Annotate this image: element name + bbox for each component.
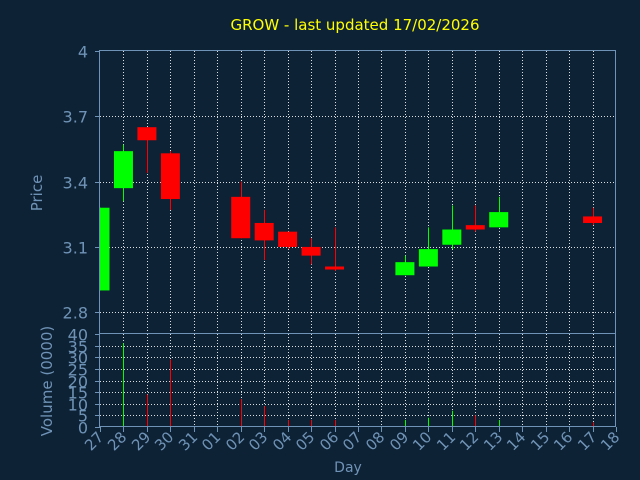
volume-gridlines	[100, 334, 616, 427]
candle-body	[254, 222, 274, 241]
price-tick-label: 3.7	[63, 108, 88, 127]
volume-tick-label: 10	[68, 396, 88, 415]
day-x-ticks: 2728293031010203040506070809101112131415…	[81, 427, 623, 454]
candle-body	[418, 249, 438, 267]
candle	[395, 255, 415, 276]
candle-body	[301, 246, 321, 256]
price-tick-label: 3.4	[63, 174, 88, 193]
candle	[137, 127, 157, 173]
candle-body	[137, 127, 157, 141]
candle	[465, 205, 485, 232]
candle	[160, 151, 180, 210]
candle	[100, 207, 110, 291]
candle	[418, 227, 438, 267]
candle-body	[442, 229, 462, 245]
volume-tick-label: 35	[68, 338, 88, 357]
price-axis-label: Price	[28, 175, 46, 212]
volume-tick-label: 25	[68, 361, 88, 380]
candle-body	[113, 151, 133, 189]
volume-bars	[123, 343, 594, 427]
candle	[489, 196, 509, 228]
candle	[583, 207, 603, 226]
volume-tick-label: 20	[68, 373, 88, 392]
candle	[113, 144, 133, 202]
price-candles	[100, 127, 603, 291]
candle	[278, 231, 298, 250]
candle-body	[160, 153, 180, 200]
volume-tick-label: 30	[68, 349, 88, 368]
volume-tick-label: 5	[78, 407, 88, 426]
volume-axis-label: Volume (0000)	[38, 326, 56, 436]
chart-title: GROW - last updated 17/02/2026	[230, 16, 479, 34]
candle-body	[583, 216, 603, 223]
price-tick-label: 2.8	[63, 304, 88, 323]
price-tick-label: 3.1	[63, 239, 88, 258]
volume-tick-label: 40	[68, 326, 88, 345]
price-gridlines	[100, 51, 616, 334]
candle-body	[465, 225, 485, 230]
candle-body	[489, 212, 509, 228]
day-axis-label: Day	[334, 460, 362, 476]
price-tick-label: 4	[78, 43, 88, 62]
candle	[231, 181, 251, 239]
candle-body	[395, 262, 415, 276]
volume-tick-label: 0	[78, 419, 88, 438]
volume-plot-frame	[99, 333, 616, 427]
candle-body	[278, 231, 298, 247]
candle	[325, 227, 345, 271]
volume-tick-label: 15	[68, 384, 88, 403]
candle	[301, 238, 321, 265]
candle	[254, 209, 274, 260]
candle	[442, 205, 462, 250]
candle-body	[325, 266, 345, 270]
candle-body	[100, 207, 110, 291]
price-y-ticks: 4 3.7 3.4 3.1 2.8	[63, 43, 100, 323]
candle-body	[231, 196, 251, 239]
